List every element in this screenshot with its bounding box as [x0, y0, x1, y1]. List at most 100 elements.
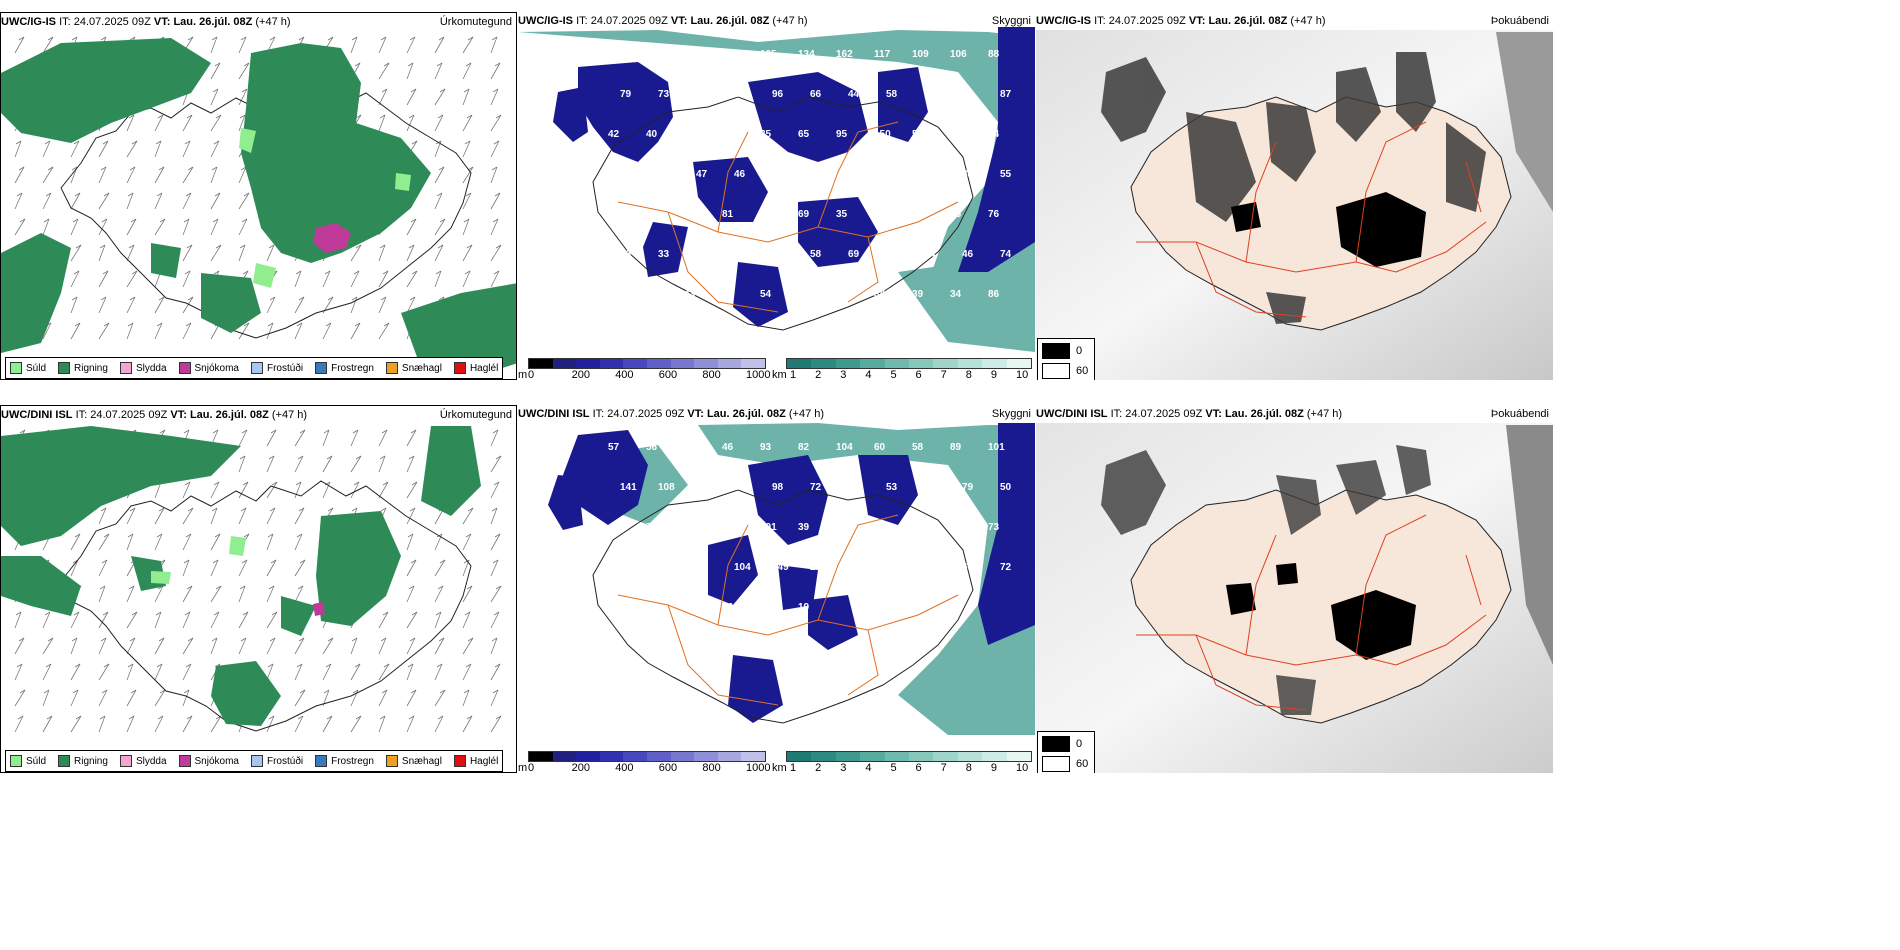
wind-barb: [462, 88, 470, 106]
wind-barb: [238, 114, 246, 132]
colorbar-segment: [884, 752, 910, 761]
wind-barb-flag: [355, 715, 362, 720]
wind-barb: [322, 663, 332, 681]
wind-barb: [238, 218, 248, 236]
wind-barb-flag: [465, 192, 472, 197]
wind-barb: [98, 322, 110, 340]
ceiling-value-label: 45: [886, 169, 898, 180]
ceiling-unit: m: [518, 762, 528, 773]
wind-barb-flag: [495, 114, 502, 119]
colorbar-segment: [694, 752, 718, 761]
colorbar-segment: [787, 752, 812, 761]
colorbar-tick-label: 200: [571, 369, 590, 380]
wind-barb-flag: [495, 244, 502, 249]
wind-barb: [182, 663, 192, 681]
ceiling-value-label: 96: [696, 482, 708, 493]
wind-barb: [182, 296, 194, 314]
wind-barb: [322, 637, 334, 655]
colorbar-segment: [933, 752, 958, 761]
colorbar-segment: [982, 752, 1007, 761]
wind-barb-flag: [239, 455, 246, 460]
ceiling-value-label: 41: [924, 562, 936, 573]
fog-legend-row: 60: [1042, 756, 1090, 772]
wind-barb-flag: [19, 218, 26, 223]
wind-barb: [434, 689, 446, 707]
ceiling-value-label: 101: [988, 442, 1005, 453]
wind-barb-flag: [411, 481, 418, 486]
wind-barb-flag: [183, 559, 190, 564]
wind-barb-flag: [463, 88, 470, 93]
wind-barb-flag: [211, 36, 218, 41]
wind-barb-flag: [437, 585, 444, 590]
wind-barb: [238, 585, 246, 603]
wind-barb-flag: [354, 663, 361, 668]
wind-barb-flag: [439, 689, 446, 694]
wind-barb: [434, 585, 444, 603]
legend-label: Slydda: [135, 755, 167, 767]
legend-item-súld: Súld: [10, 755, 46, 767]
wind-barb: [266, 533, 274, 551]
wind-barb-flag: [327, 507, 334, 512]
wind-barb-flag: [492, 689, 499, 694]
colorbar-tick-label: 8: [965, 762, 972, 773]
wind-barb-flag: [212, 88, 219, 93]
wind-barb-flag: [43, 218, 50, 223]
wind-barb: [182, 166, 194, 184]
ceiling-value-label: 65: [798, 129, 810, 140]
wind-barb: [350, 481, 360, 499]
wind-barb: [182, 140, 191, 158]
ceiling-value-label: 40: [646, 129, 658, 140]
wind-barb: [434, 244, 444, 262]
wind-barb-flag: [211, 507, 218, 512]
ceiling-value-label: 98: [734, 482, 746, 493]
legend-item-haglél: Haglél: [453, 755, 498, 767]
ceiling-value-label: 50: [722, 129, 734, 140]
wind-barb-flag: [271, 481, 278, 486]
colorbar-tick-label: 1: [790, 762, 797, 773]
wind-barb-flag: [128, 715, 135, 720]
wind-barb: [378, 296, 387, 314]
wind-barb: [210, 62, 221, 80]
wind-barb: [490, 270, 500, 288]
wind-barb: [154, 218, 166, 236]
wind-barb-flag: [129, 637, 136, 642]
ceiling-value-label: 44: [848, 89, 860, 100]
ceiling-value-label: 55: [760, 209, 772, 220]
legend-swatch: [385, 362, 398, 374]
wind-barb: [434, 166, 445, 184]
wind-barb: [42, 36, 54, 54]
wind-barb-flag: [409, 36, 416, 41]
wind-barb: [182, 715, 193, 733]
wind-barb-flag: [243, 322, 250, 327]
wind-barb-flag: [242, 481, 249, 486]
wind-barb: [406, 218, 417, 236]
wind-barb-flag: [103, 533, 110, 538]
wind-barb-flag: [495, 715, 502, 720]
panel-type-title: Skyggni: [991, 15, 1031, 27]
ceiling-value-label: 58: [810, 249, 822, 260]
legend-item-rigning: Rigning: [58, 362, 108, 374]
ceiling-panel-1: UWC/IG-IS IT: 24.07.2025 09Z VT: Lau. 26…: [518, 12, 1035, 380]
wind-barb: [182, 689, 190, 707]
visibility-colorbar: km 1 2 3 4 5 6 7 8 9 10: [772, 751, 1034, 773]
wind-barb: [490, 429, 499, 447]
ceiling-value-label: 79: [620, 89, 632, 100]
wind-barb-flag: [355, 455, 362, 460]
wind-barb: [98, 533, 110, 551]
visibility-unit: km: [772, 762, 787, 773]
wind-barb-flag: [131, 140, 138, 145]
wind-barb: [350, 455, 362, 473]
colorbar-tick-label: 1000: [746, 369, 771, 380]
wind-barb-flag: [16, 663, 23, 668]
wind-barb-flag: [44, 611, 51, 616]
wind-barb-flag: [103, 192, 110, 197]
wind-barb: [294, 689, 306, 707]
wind-barb-flag: [156, 322, 163, 327]
ceiling-value-label: 33: [658, 249, 670, 260]
wind-barb-flag: [71, 296, 78, 301]
wind-barb: [350, 296, 358, 314]
fog-legend-label: 60: [1076, 365, 1089, 377]
ceiling-value-label: 60: [874, 442, 886, 453]
ceiling-value-label: 94: [924, 249, 936, 260]
wind-barb: [238, 637, 247, 655]
